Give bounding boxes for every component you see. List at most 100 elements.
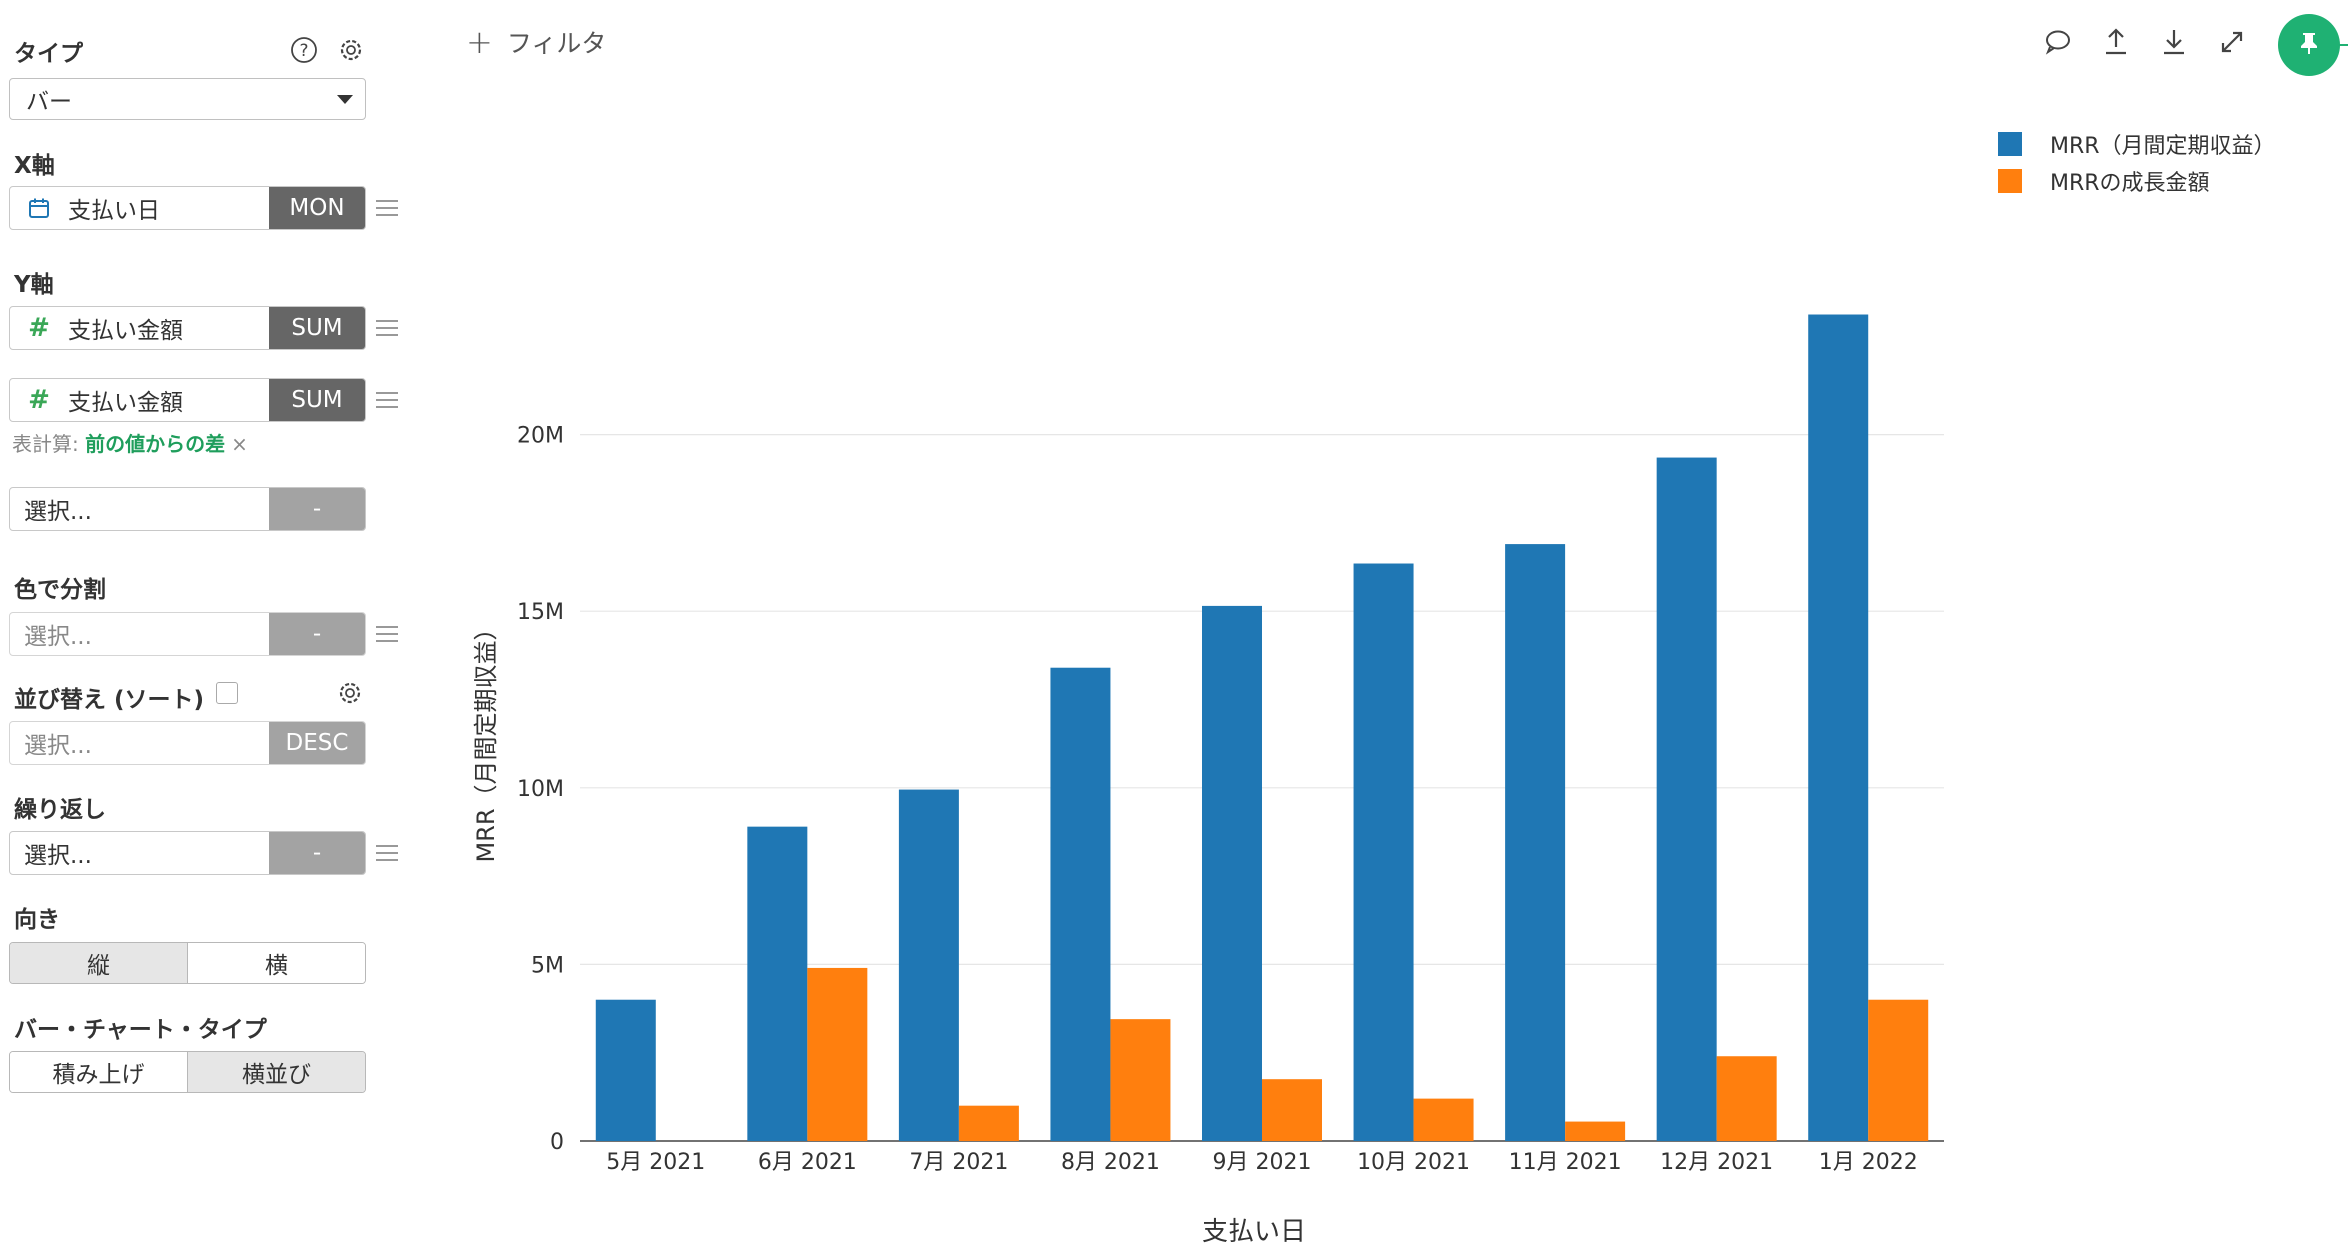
download-icon[interactable] bbox=[2158, 26, 2190, 58]
bar-mrr[interactable] bbox=[1050, 667, 1111, 1141]
y2-aggregation-button[interactable]: SUM bbox=[269, 379, 365, 421]
orientation-horizontal-option[interactable]: 横 bbox=[187, 943, 365, 983]
y2-drag-handle-icon[interactable] bbox=[376, 392, 398, 408]
bar-mrr[interactable] bbox=[595, 999, 656, 1141]
y1-drag-handle-icon[interactable] bbox=[376, 320, 398, 336]
x-tick-label: 9月 2021 bbox=[1213, 1150, 1312, 1175]
filter-label: フィルタ bbox=[506, 29, 607, 58]
number-hash-icon: # bbox=[28, 313, 50, 343]
x-tick-label: 6月 2021 bbox=[758, 1150, 857, 1175]
calendar-icon bbox=[24, 197, 54, 219]
number-hash-icon: # bbox=[28, 385, 50, 415]
y-tick-labels: 0 5M 10M 15M 20M bbox=[517, 424, 564, 1155]
y-tick-label: 0 bbox=[550, 1130, 564, 1155]
bar-mrr-growth[interactable] bbox=[1110, 1019, 1171, 1141]
comment-icon[interactable] bbox=[2042, 26, 2074, 58]
y1-aggregation-button[interactable]: SUM bbox=[269, 307, 365, 349]
sort-field[interactable]: 選択... DESC bbox=[9, 721, 366, 765]
orientation-label: 向き bbox=[14, 907, 60, 933]
x-tick-label: 11月 2021 bbox=[1509, 1150, 1622, 1175]
color-split-field[interactable]: 選択... - bbox=[9, 612, 366, 656]
chart-type-value: バー bbox=[26, 89, 72, 115]
legend-label: MRRの成長金額 bbox=[2050, 171, 2210, 196]
x-field-drag-handle-icon[interactable] bbox=[376, 200, 398, 216]
legend-swatch bbox=[1998, 169, 2022, 193]
sort-settings-gear-icon[interactable] bbox=[336, 679, 364, 711]
table-calc-prefix: 表計算: bbox=[12, 432, 79, 456]
color-split-drag-handle-icon[interactable] bbox=[376, 626, 398, 642]
bar-mrr[interactable] bbox=[1202, 605, 1262, 1141]
y-tick-label: 5M bbox=[531, 953, 564, 978]
bars bbox=[595, 314, 1929, 1142]
bar-type-grouped-option[interactable]: 横並び bbox=[187, 1052, 365, 1092]
x-aggregation-button[interactable]: MON bbox=[269, 187, 365, 229]
x-tick-label: 5月 2021 bbox=[606, 1150, 705, 1175]
bar-mrr[interactable] bbox=[898, 789, 959, 1141]
bar-mrr[interactable] bbox=[1656, 457, 1717, 1142]
orientation-vertical-option[interactable]: 縦 bbox=[10, 943, 187, 983]
y-axis-field-2[interactable]: # 支払い金額 SUM bbox=[9, 378, 366, 422]
bar-type-stacked-option[interactable]: 積み上げ bbox=[10, 1052, 187, 1092]
sort-checkbox[interactable] bbox=[216, 682, 238, 704]
x-field-name: 支払い日 bbox=[68, 198, 160, 224]
expand-icon[interactable] bbox=[2216, 26, 2248, 58]
table-calc-value[interactable]: 前の値からの差 bbox=[85, 432, 226, 456]
legend-swatch bbox=[1998, 132, 2022, 156]
bar-mrr[interactable] bbox=[1353, 563, 1414, 1141]
chart-settings-sidebar: タイプ ? バー X軸 支払い日 MON Y軸 # 支払い金額 SUM # 支払… bbox=[0, 0, 420, 1256]
y-add-placeholder: 選択... bbox=[24, 499, 92, 525]
bar-chart-type-label: バー・チャート・タイプ bbox=[14, 1017, 267, 1043]
bar-mrr-growth[interactable] bbox=[1413, 1098, 1474, 1141]
bar-chart-type-toggle: 積み上げ 横並び bbox=[9, 1051, 366, 1093]
y-tick-label: 20M bbox=[517, 424, 564, 449]
table-calculation: 表計算: 前の値からの差 × bbox=[12, 428, 248, 457]
bar-mrr-growth[interactable] bbox=[1716, 1056, 1777, 1141]
y-axis-field-1[interactable]: # 支払い金額 SUM bbox=[9, 306, 366, 350]
chevron-down-icon bbox=[337, 95, 353, 104]
bar-mrr-growth[interactable] bbox=[1868, 999, 1929, 1141]
x-tick-label: 12月 2021 bbox=[1660, 1150, 1773, 1175]
y-axis-add-field[interactable]: 選択... - bbox=[9, 487, 366, 531]
y-field-2-name: 支払い金額 bbox=[68, 390, 183, 416]
y-tick-label: 10M bbox=[517, 777, 564, 802]
y-axis-title: MRR（月間定期収益） bbox=[472, 616, 500, 862]
repeat-placeholder: 選択... bbox=[24, 843, 92, 869]
x-tick-label: 7月 2021 bbox=[909, 1150, 1008, 1175]
repeat-aggregation-button[interactable]: - bbox=[269, 832, 365, 874]
bar-mrr[interactable] bbox=[1808, 314, 1869, 1142]
x-tick-label: 1月 2022 bbox=[1819, 1150, 1918, 1175]
bar-mrr-growth[interactable] bbox=[1262, 1079, 1322, 1141]
bar-mrr-growth[interactable] bbox=[807, 967, 868, 1141]
gridlines bbox=[580, 434, 1944, 1142]
bar-mrr-growth[interactable] bbox=[1565, 1121, 1626, 1141]
x-axis-title: 支払い日 bbox=[1202, 1217, 1306, 1247]
y-axis-label: Y軸 bbox=[14, 272, 54, 298]
x-tick-label: 8月 2021 bbox=[1061, 1150, 1160, 1175]
x-tick-labels: 5月 2021 6月 2021 7月 2021 8月 2021 9月 2021 10月 2… bbox=[606, 1150, 1917, 1175]
legend-item-mrr[interactable]: MRR（月間定期収益） bbox=[1998, 128, 2276, 160]
legend-item-mrr-growth[interactable]: MRRの成長金額 bbox=[1998, 165, 2210, 197]
upload-icon[interactable] bbox=[2100, 26, 2132, 58]
x-axis-field[interactable]: 支払い日 MON bbox=[9, 186, 366, 230]
pin-connector bbox=[2336, 44, 2348, 46]
pin-button[interactable] bbox=[2278, 14, 2340, 76]
type-label: タイプ bbox=[14, 41, 83, 67]
repeat-field[interactable]: 選択... - bbox=[9, 831, 366, 875]
bar-mrr[interactable] bbox=[1505, 544, 1566, 1141]
sort-order-button[interactable]: DESC bbox=[269, 722, 365, 764]
y-field-1-name: 支払い金額 bbox=[68, 318, 183, 344]
remove-calc-icon[interactable]: × bbox=[231, 432, 248, 456]
sort-placeholder: 選択... bbox=[24, 733, 92, 759]
help-icon[interactable]: ? bbox=[290, 36, 318, 68]
bar-mrr-growth[interactable] bbox=[958, 1105, 1019, 1141]
svg-text:?: ? bbox=[299, 41, 308, 61]
filter-button[interactable]: + フィルタ bbox=[466, 24, 606, 60]
bar-mrr[interactable] bbox=[747, 826, 808, 1141]
chart-type-select[interactable]: バー bbox=[9, 78, 366, 120]
repeat-drag-handle-icon[interactable] bbox=[376, 845, 398, 861]
pin-icon bbox=[2296, 30, 2322, 60]
color-split-aggregation-button[interactable]: - bbox=[269, 613, 365, 655]
legend-label: MRR（月間定期収益） bbox=[2050, 134, 2276, 159]
y-add-aggregation-button[interactable]: - bbox=[269, 488, 365, 530]
type-settings-gear-icon[interactable] bbox=[337, 36, 365, 68]
